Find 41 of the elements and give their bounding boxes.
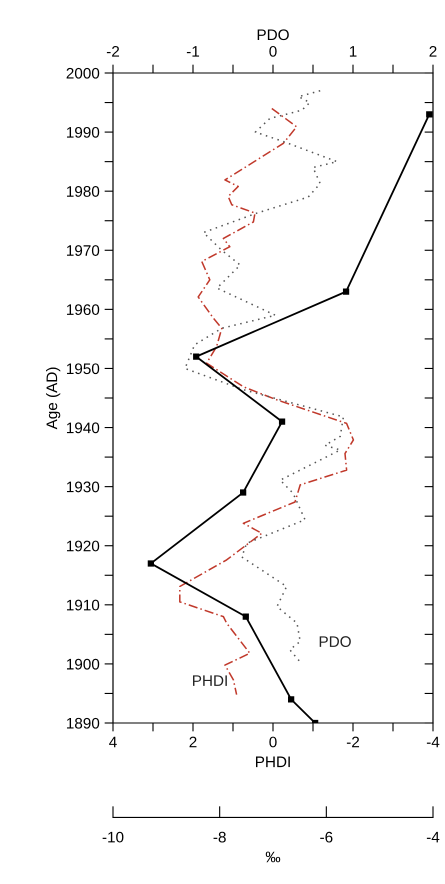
- x2-tick-label: 0: [269, 46, 277, 57]
- point: [426, 111, 432, 118]
- x-tick-label: 4: [109, 736, 117, 748]
- y-tick-label: 1920: [66, 540, 100, 552]
- x2-tick-label: -2: [106, 46, 120, 57]
- point: [242, 614, 249, 620]
- y-tick-label: 1940: [66, 422, 100, 434]
- point: [342, 288, 350, 295]
- series-label: PHDI: [193, 675, 227, 686]
- y-tick-label: 1910: [66, 600, 100, 611]
- x-tick-label: -8: [214, 832, 226, 843]
- y-tick-label: 1900: [66, 658, 100, 670]
- x-tick-label: -4: [426, 832, 440, 842]
- y-tick-label: 1890: [66, 718, 100, 729]
- point: [288, 696, 294, 702]
- x2-tick-label: 2: [430, 46, 436, 57]
- y-tick-label: 1980: [66, 186, 100, 197]
- x-tick-label: -10: [102, 832, 124, 843]
- point: [240, 489, 246, 496]
- x2-tick-label: -1: [186, 46, 200, 57]
- series-label: PDO: [320, 636, 351, 647]
- y-tick-label: 1960: [66, 304, 100, 316]
- point: [193, 354, 200, 360]
- x-axis-title: ‰: [266, 852, 280, 862]
- y-tick-label: 1950: [66, 363, 100, 374]
- y-tick-label: 1970: [66, 245, 100, 256]
- y-tick-label: 1930: [66, 482, 100, 492]
- line-series: [179, 108, 354, 696]
- point: [148, 560, 154, 567]
- x2-axis-title: PDO: [258, 29, 289, 40]
- x-tick-label: -6: [320, 832, 332, 843]
- x-tick-label: 2: [190, 736, 196, 748]
- x-tick-label: 0: [269, 736, 277, 748]
- x-tick-label: -4: [426, 736, 440, 748]
- y-tick-label: 1990: [66, 126, 100, 138]
- x-axis-title: PHDI: [256, 756, 290, 768]
- point: [278, 418, 286, 425]
- y-axis-title: Age (AD): [46, 368, 60, 430]
- x-tick-label: -2: [346, 736, 360, 748]
- y-tick-label: 2000: [66, 68, 100, 79]
- x2-tick-label: 1: [350, 46, 357, 57]
